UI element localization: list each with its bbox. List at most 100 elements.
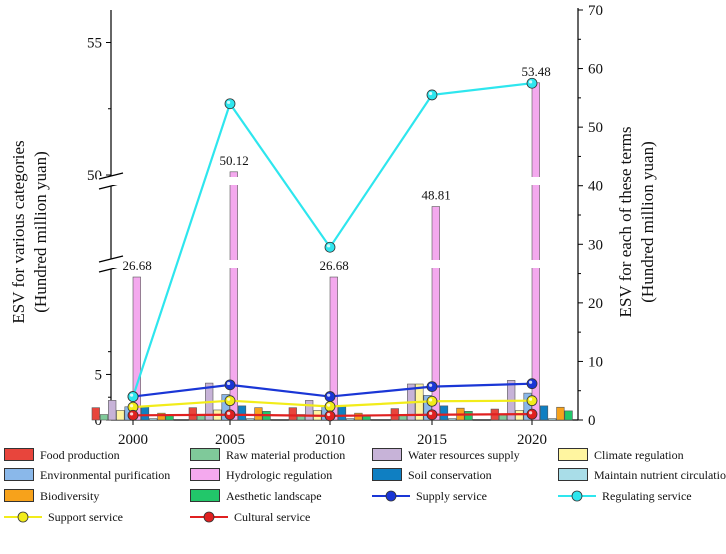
bar (531, 82, 540, 421)
bar (288, 407, 297, 421)
series-point-highlight (327, 393, 331, 397)
bar (448, 418, 457, 421)
legend-swatch (4, 489, 34, 502)
bar (221, 394, 230, 421)
legend-line-marker (558, 490, 596, 502)
left-tick-label: 5 (95, 367, 103, 383)
bar (91, 407, 100, 421)
x-tick-label: 2005 (215, 432, 245, 445)
series-point-highlight (429, 383, 433, 387)
series-point-highlight (529, 380, 533, 384)
right-tick-label: 60 (588, 62, 603, 78)
bar (556, 406, 565, 421)
bar (439, 405, 449, 421)
bar-annotation: 26.68 (122, 258, 151, 273)
bar (329, 276, 338, 421)
legend-label: Raw material production (226, 448, 346, 462)
legend-label: Biodiversity (40, 489, 100, 503)
series-point-highlight (227, 100, 231, 104)
series-point-highlight (529, 80, 533, 84)
legend-swatch (4, 448, 34, 461)
series-point (426, 395, 438, 407)
legend-swatch (190, 468, 220, 481)
bar (431, 206, 440, 421)
x-tick-label: 2015 (417, 432, 447, 445)
series-point-highlight (130, 393, 134, 397)
series-point (224, 395, 236, 407)
right-axis-title: ESV for each of these terms (616, 127, 635, 318)
legend: Food production Raw material production Wa… (0, 445, 726, 554)
series-point-highlight (327, 403, 331, 407)
bar (548, 418, 557, 421)
bar (149, 418, 158, 421)
right-tick-label: 30 (588, 237, 603, 253)
bar-annotation: 48.81 (421, 188, 450, 203)
x-tick-label: 2000 (118, 432, 148, 445)
series-point-highlight (529, 411, 533, 415)
legend-label: Support service (48, 510, 123, 524)
series-point (127, 409, 139, 421)
legend-label: Climate regulation (594, 448, 684, 462)
bar (464, 411, 473, 421)
legend-label: Hydrologic regulation (226, 468, 333, 482)
series-point (224, 98, 236, 110)
bar (132, 276, 141, 421)
plot-break-band (112, 177, 577, 185)
bar (116, 410, 125, 421)
series-point-highlight (429, 91, 433, 96)
bar (246, 418, 255, 421)
right-tick-label: 50 (588, 120, 603, 136)
series-point (426, 381, 438, 393)
legend-label: Soil conservation (408, 468, 492, 482)
bar (498, 414, 508, 421)
bar (157, 412, 166, 421)
bar-annotation: 53.48 (521, 64, 550, 79)
series-point (324, 401, 336, 412)
legend-swatch (190, 448, 220, 461)
legend-label: Regulating service (602, 489, 692, 503)
legend-label: Food production (40, 448, 120, 462)
series-point (426, 89, 438, 101)
left-axis-title-unit: (Hundred million yuan) (31, 151, 50, 312)
legend-label: Supply service (416, 489, 487, 503)
series-point-highlight (227, 397, 231, 401)
series-point (324, 241, 336, 253)
series-point (526, 395, 538, 407)
legend-line-marker (190, 511, 228, 523)
axis-break-gap (97, 259, 125, 269)
left-tick-label: 0 (95, 413, 103, 429)
axis-break-mark (98, 172, 124, 180)
right-tick-label: 70 (588, 3, 603, 19)
legend-swatch (558, 448, 588, 461)
bar (337, 406, 347, 421)
legend-swatch (372, 448, 402, 461)
legend-swatch (190, 489, 220, 502)
bar (423, 395, 432, 421)
bar (108, 400, 117, 421)
right-tick-label: 0 (588, 413, 596, 429)
bar (99, 414, 109, 421)
left-tick-label: 55 (87, 36, 102, 52)
bar (229, 171, 238, 421)
right-axis-title-unit: (Hundred million yuan) (638, 141, 657, 302)
legend-swatch (4, 468, 34, 481)
series-point (224, 409, 236, 421)
bar (564, 410, 573, 421)
legend-line-marker (4, 511, 42, 523)
series-point-highlight (529, 397, 533, 401)
bar-annotation: 50.12 (219, 153, 248, 168)
axis-break-gap (97, 176, 125, 186)
bar-annotation: 26.68 (319, 258, 348, 273)
bar (237, 405, 247, 421)
series-point-highlight (429, 411, 433, 415)
series-point-highlight (227, 411, 231, 415)
series-point (426, 409, 438, 421)
right-tick-label: 40 (588, 179, 603, 195)
series-point (224, 379, 236, 391)
series-point (526, 378, 538, 390)
series-point-highlight (327, 412, 331, 417)
series-point (127, 391, 139, 402)
legend-label: Water resources supply (408, 448, 520, 462)
series-point-highlight (130, 404, 134, 408)
